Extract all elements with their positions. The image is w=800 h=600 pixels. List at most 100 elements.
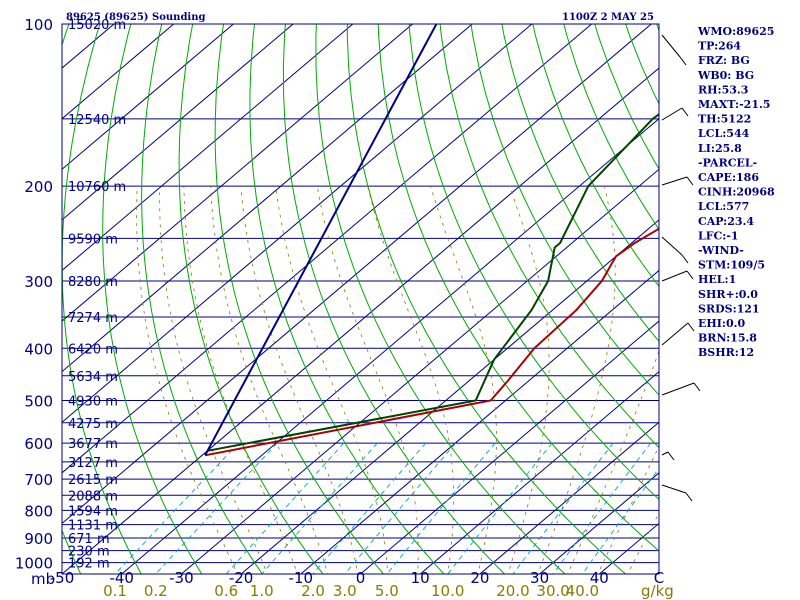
index-entry: HEL:1: [698, 273, 736, 286]
moist-adiabat-line: [240, 186, 358, 574]
index-entry: LCL:544: [698, 127, 750, 140]
temperature-tick-label: 10: [411, 569, 430, 587]
height-label: 8280 m: [68, 275, 118, 290]
dewpoint-profile-line: [207, 113, 659, 452]
dry-adiabat-line: [178, 24, 324, 574]
wind-barb-shaft: [661, 322, 689, 346]
isotherm-line: [62, 67, 659, 574]
mixing-ratio-tick-label: 2.0: [301, 582, 325, 600]
pressure-tick-label: 400: [24, 340, 53, 358]
index-entry: TH:5122: [698, 113, 751, 126]
dry-adiabat-line: [282, 24, 505, 574]
wind-barb-shaft: [661, 34, 681, 58]
index-entry: LI:25.8: [698, 142, 742, 155]
height-label: 3677 m: [68, 437, 118, 452]
temperature-profile-line: [204, 227, 659, 457]
index-entry: SHR+:0.0: [698, 288, 758, 301]
index-entry: BSHR:12: [698, 346, 754, 359]
mixing-ratio-tick-label: 5.0: [375, 582, 399, 600]
wind-barb-flag: [681, 107, 689, 117]
height-label: 1131 m: [68, 519, 118, 534]
dry-adiabat-line: [439, 24, 659, 449]
index-entry: LFC:-1: [698, 229, 739, 242]
pressure-tick-label: 800: [24, 502, 53, 520]
temperature-tick-label: -50: [50, 569, 75, 587]
mixing-ratio-tick-label: 10.0: [431, 582, 464, 600]
mixing-ratio-line: [552, 442, 651, 574]
pressure-unit: mb: [31, 570, 55, 588]
wind-barb-shaft: [661, 176, 688, 186]
mixing-ratio-unit: g/kg: [641, 582, 674, 600]
wind-barb-flag: [686, 270, 694, 280]
grid-layer: [62, 24, 659, 574]
mixing-ratio-line: [447, 442, 553, 574]
dry-adiabat-line: [141, 24, 263, 574]
temperature-tick-label: -40: [109, 569, 134, 587]
index-entry: SRDS:121: [698, 302, 760, 315]
index-entry: FRZ: BG: [698, 54, 750, 67]
pressure-tick-label: 200: [24, 178, 53, 196]
height-label: 4930 m: [68, 394, 118, 409]
wind-barb-flag: [667, 451, 675, 461]
index-entry: EHI:0.0: [698, 317, 745, 330]
isotherm-line: [539, 472, 659, 574]
height-label: 3127 m: [68, 456, 118, 471]
mixing-ratio-tick-label: 0.6: [214, 582, 238, 600]
wind-barb-flag: [685, 492, 693, 502]
label-layer: 89625 (89625) Sounding 1100Z 2 MAY 25 mb…: [15, 12, 674, 600]
mixing-ratio-tick-label: 20.0: [496, 582, 529, 600]
height-label: 9590 m: [68, 232, 118, 247]
dry-adiabat-line: [62, 24, 82, 574]
index-entry: WB0: BG: [697, 69, 754, 82]
dry-adiabat-line: [501, 24, 659, 343]
dry-adiabat-line: [470, 24, 659, 396]
pressure-tick-label: 300: [24, 273, 53, 291]
wind-barb-shaft: [661, 107, 683, 121]
isotherm-line: [121, 118, 659, 574]
wind-barb-shaft: [661, 270, 688, 282]
index-entry: CAPE:186: [698, 171, 759, 184]
mixing-ratio-line: [155, 442, 278, 574]
moist-adiabat-line: [183, 186, 298, 574]
moist-adiabat-line: [316, 186, 419, 574]
pressure-tick-label: 1000: [15, 555, 53, 573]
pressure-tick-label: 600: [24, 435, 53, 453]
index-entry: -PARCEL-: [698, 156, 757, 169]
dry-adiabat-line: [532, 24, 659, 288]
height-label: 230 m: [68, 545, 110, 560]
mixing-ratio-tick-label: 0.2: [144, 582, 168, 600]
pressure-tick-label: 500: [24, 392, 53, 410]
dry-adiabat-line: [102, 24, 203, 574]
mixing-ratio-line: [386, 442, 496, 574]
height-label: 192 m: [68, 557, 110, 572]
pressure-tick-label: 700: [24, 471, 53, 489]
index-entry: LCL:577: [698, 200, 749, 213]
height-label: 12540 m: [68, 113, 126, 128]
dry-adiabat-line: [408, 24, 659, 501]
moist-adiabat-line: [159, 186, 268, 574]
mixing-ratio-tick-label: 3.0: [333, 582, 357, 600]
isotherm-line: [181, 168, 659, 574]
profile-layer: [204, 24, 659, 457]
mixing-ratio-tick-label: 1.0: [250, 582, 274, 600]
dry-adiabat-line: [315, 24, 566, 574]
mixing-ratio-line: [261, 442, 378, 574]
isotherm-line: [62, 24, 652, 525]
parcel-profile-line: [204, 24, 438, 456]
mixing-ratio-tick-label: 0.1: [103, 582, 127, 600]
height-label: 6420 m: [68, 342, 118, 357]
isotherm-line: [479, 421, 659, 574]
index-entry: MAXT:-21.5: [698, 98, 770, 111]
index-entry: TP:264: [698, 40, 741, 53]
dry-adiabat-line: [62, 24, 142, 574]
wind-barb-flag: [681, 254, 689, 264]
isotherm-line: [62, 24, 533, 423]
mixing-ratio-line: [225, 442, 345, 574]
plot-frame: [61, 23, 660, 575]
height-label: 4275 m: [68, 417, 118, 432]
wind-barb-shaft: [661, 451, 669, 456]
isotherm-line: [62, 24, 592, 474]
index-entry: CAP:23.4: [698, 215, 754, 228]
